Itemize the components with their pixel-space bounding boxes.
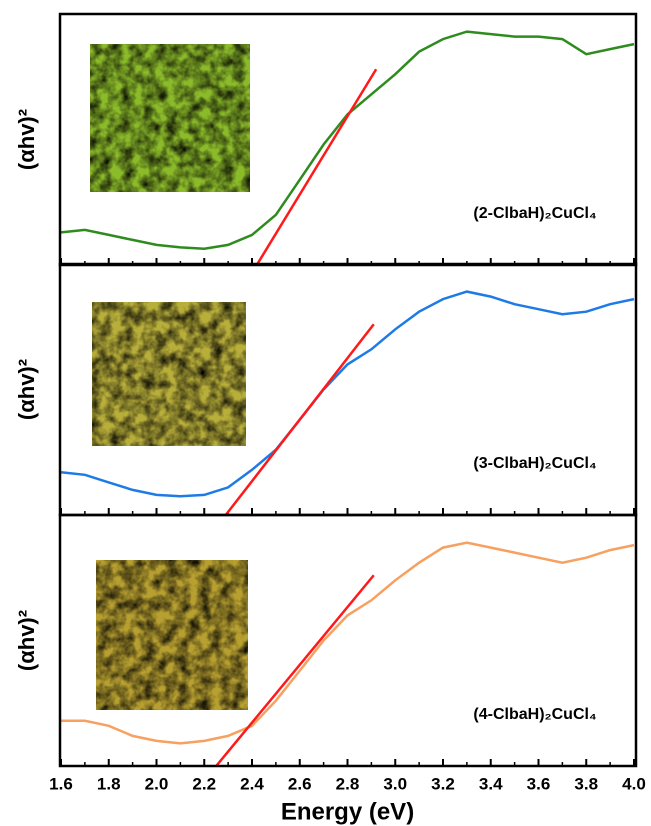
x-tick-label: 1.8: [97, 774, 121, 793]
annotation: (4-ClbaH)₂CuCl₄: [473, 706, 596, 723]
annotation: (2-ClbaH)₂CuCl₄: [473, 205, 596, 222]
x-tick-label: 3.0: [383, 774, 407, 793]
tangent-line: [257, 69, 376, 265]
y-axis-label: (αhv)²: [14, 109, 39, 170]
tangent-line: [226, 324, 374, 515]
annotation: (3-ClbaH)₂CuCl₄: [473, 455, 596, 472]
sample-photo: [92, 302, 246, 446]
x-tick-label: 1.6: [49, 774, 73, 793]
x-tick-label: 3.4: [479, 774, 503, 793]
x-axis-label: Energy (eV): [281, 798, 414, 825]
x-tick-label: 2.2: [192, 774, 216, 793]
x-tick-label: 2.4: [240, 774, 264, 793]
x-tick-label: 2.8: [336, 774, 360, 793]
y-axis-label: (αhv)²: [14, 610, 39, 671]
chart: (αhv)² (2-ClbaH)₂CuCl₄ (αhv)² (3-ClbaH)₂CuC…: [0, 0, 651, 826]
y-axis-label: (αhv)²: [14, 359, 39, 420]
x-tick-label: 3.2: [431, 774, 455, 793]
sample-photo: [90, 44, 250, 192]
x-tick-label: 3.6: [527, 774, 551, 793]
x-tick-label: 2.6: [288, 774, 312, 793]
x-tick-label: 4.0: [622, 774, 646, 793]
sample-photo: [96, 560, 248, 710]
x-tick-label: 2.0: [145, 774, 169, 793]
x-tick-label: 3.8: [574, 774, 598, 793]
